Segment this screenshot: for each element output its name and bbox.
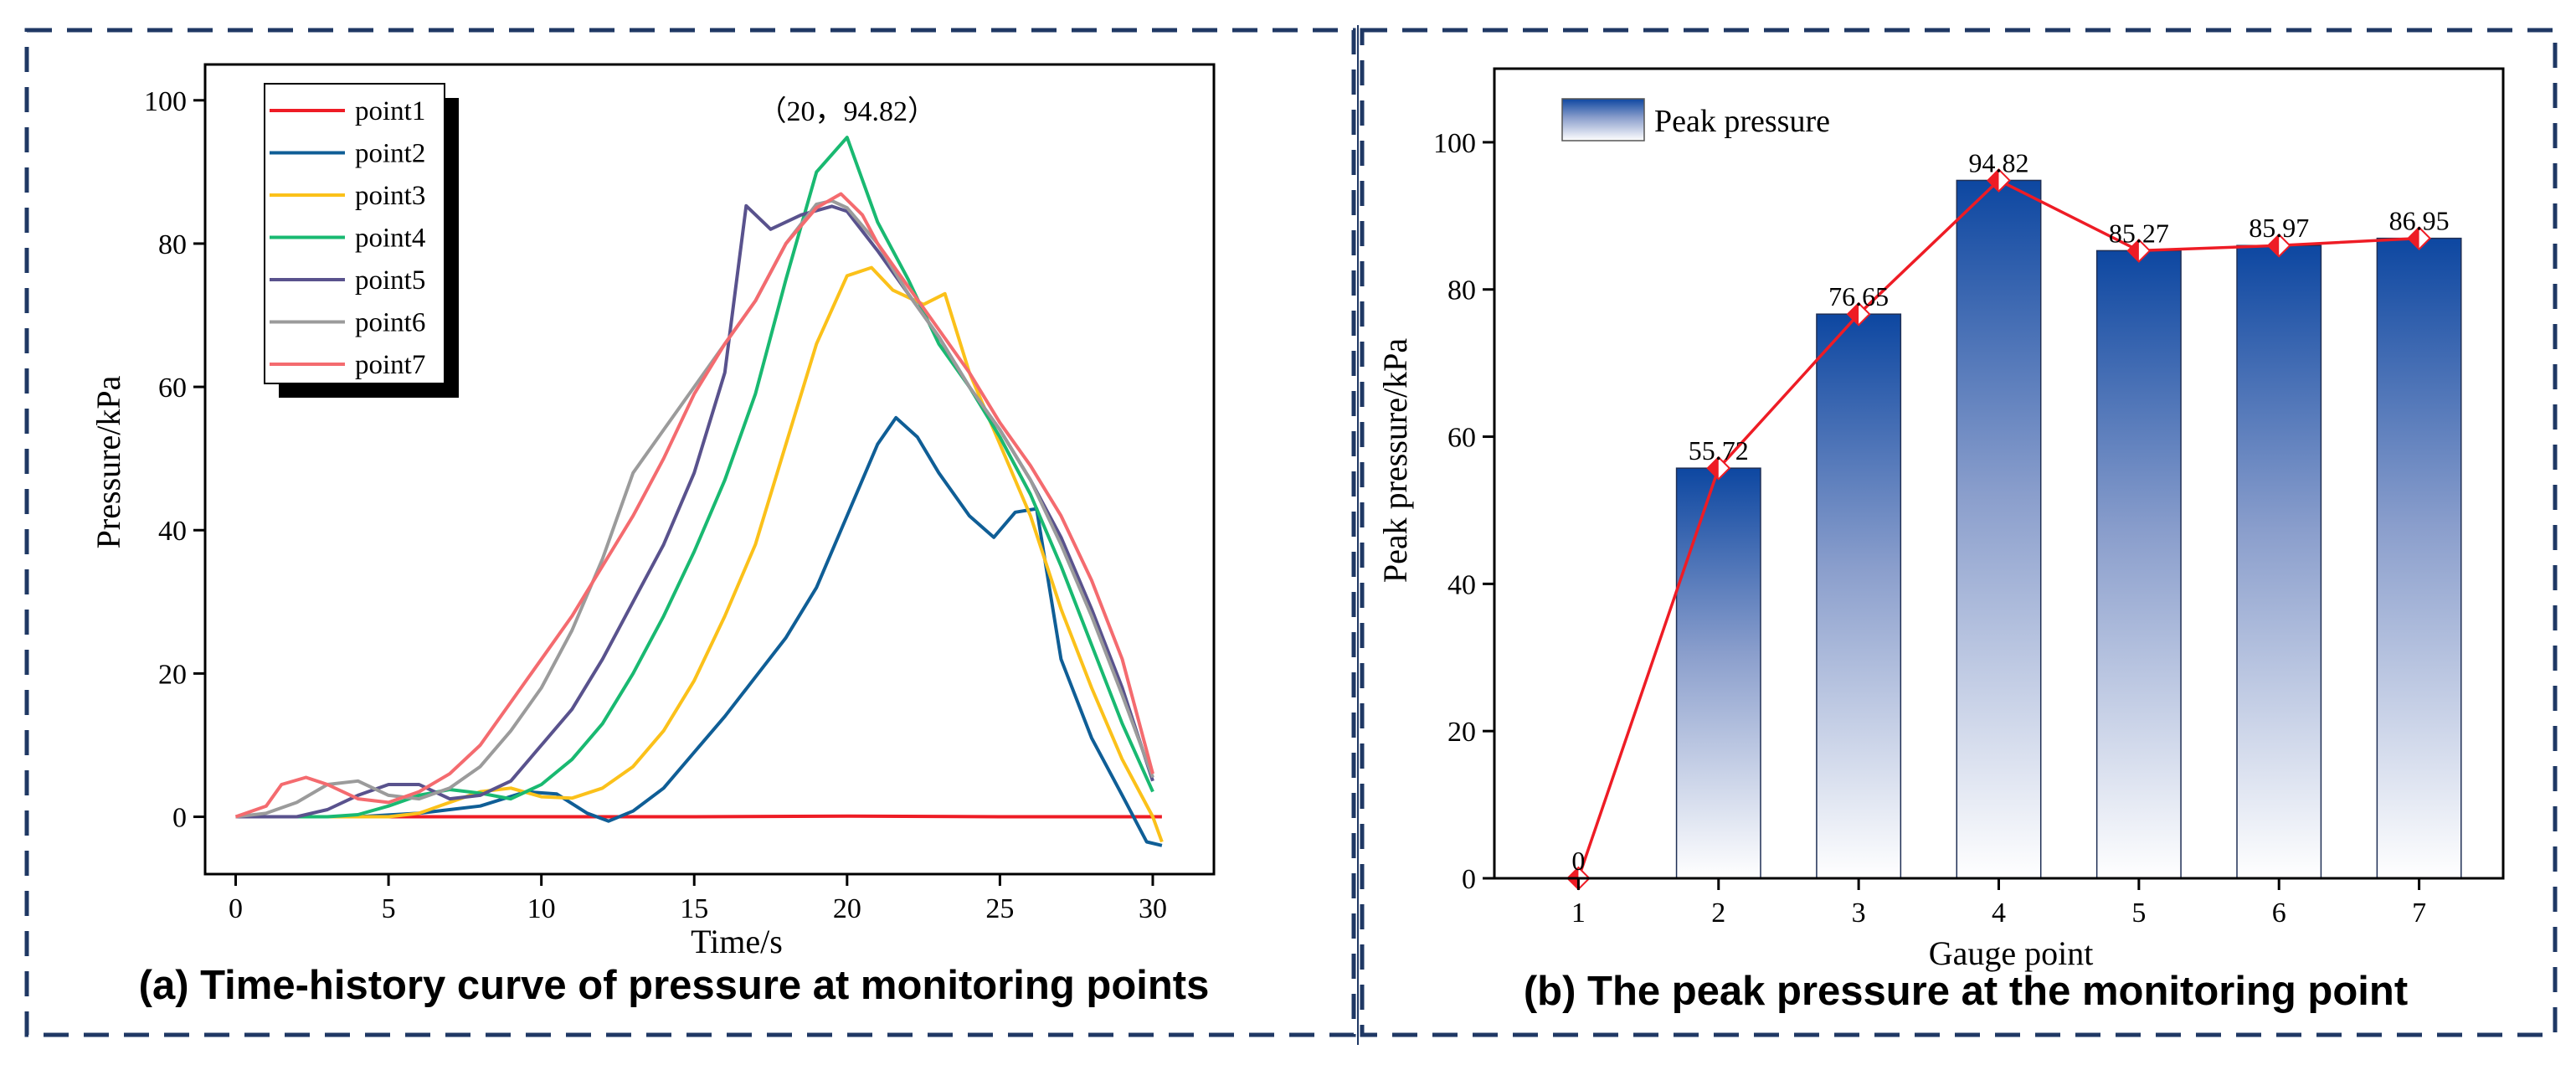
bar-gauge-4 (1956, 179, 2042, 879)
y-tick-label: 60 (158, 373, 187, 404)
data-labels-group: 0 55.72 76.65 94.82 85.27 85.97 86.95 (1571, 147, 2449, 876)
data-label-2: 55.72 (1689, 435, 1749, 466)
x-tick-label: 3 (1852, 898, 1866, 929)
bar-gauge-5 (2095, 250, 2182, 879)
y-tick-label: 80 (1447, 275, 1476, 306)
line-marker-5 (2126, 238, 2152, 263)
data-label-5: 85.27 (2109, 218, 2169, 248)
y-tick-label: 20 (1447, 717, 1476, 748)
bar-gauge-2 (1675, 467, 1761, 879)
x-axis-ticks: 0 5 10 15 20 25 30 (229, 874, 1167, 924)
legend: point1 point2 point3 point4 point5 point6 poin… (264, 83, 459, 398)
x-tick-label: 6 (2272, 898, 2286, 929)
y-tick-label: 0 (1462, 864, 1476, 895)
x-axis-label: Gauge point (1929, 934, 2094, 972)
legend-label-point4: point4 (355, 224, 425, 254)
legend-swatch (1561, 98, 1645, 141)
y-axis-ticks: 0 20 40 60 80 100 (144, 86, 205, 834)
legend-label-point6: point6 (355, 308, 425, 338)
legend-box (264, 83, 445, 384)
series-line-point1 (235, 814, 1162, 819)
y-axis-label: Peak pressure/kPa (1376, 338, 1414, 583)
x-tick-label: 20 (833, 893, 861, 924)
x-tick-label: 5 (382, 893, 396, 924)
x-tick-label: 15 (680, 893, 708, 924)
panel-a-frame (24, 28, 1356, 1037)
series-line-point7 (234, 192, 1154, 819)
line-marker-4 (1987, 168, 2011, 193)
bar-gauge-3 (1816, 313, 1902, 879)
y-axis-ticks: 0 20 40 60 80 100 (1433, 128, 1494, 895)
data-label-3: 76.65 (1828, 281, 1889, 311)
panel-b-frame (1360, 28, 2558, 1037)
legend-entries: point1 point2 point3 point4 point5 point6 poin… (270, 96, 425, 380)
data-label-7: 86.95 (2389, 206, 2450, 236)
y-tick-label: 40 (158, 516, 187, 547)
x-axis-ticks: 1 2 3 4 5 6 7 (1571, 878, 2426, 929)
x-axis-label: Time/s (691, 923, 783, 960)
y-tick-label: 80 (158, 229, 187, 260)
data-label-6: 85.97 (2249, 213, 2309, 243)
legend: Peak pressure (1561, 98, 1830, 141)
legend-label-point2: point2 (355, 139, 425, 169)
line-marker-7 (2407, 226, 2431, 251)
chart-series-group (234, 136, 1164, 847)
panel-b-caption: (b) The peak pressure at the monitoring … (1524, 969, 2408, 1014)
x-tick-label: 4 (1992, 898, 2006, 929)
data-label-4: 94.82 (1969, 147, 2029, 178)
y-tick-label: 100 (144, 86, 187, 117)
y-tick-label: 0 (172, 803, 187, 834)
bars-group (1675, 179, 2462, 879)
line-chart: 0 5 10 15 20 25 30 0 20 40 60 80 100 Time/s Pressur… (90, 63, 1216, 960)
x-tick-label: 0 (229, 893, 243, 924)
y-tick-label: 40 (1447, 569, 1476, 600)
line-overlay-group (1566, 168, 2431, 891)
plot-area-frame (203, 63, 1216, 876)
legend-label-point3: point3 (355, 181, 425, 211)
legend-label-point1: point1 (355, 96, 425, 126)
bar-gauge-7 (2376, 237, 2462, 879)
series-line-point6 (235, 198, 1154, 819)
x-tick-label: 1 (1571, 898, 1586, 929)
panel-a-caption: (a) Time-history curve of pressure at mo… (139, 963, 1210, 1008)
x-tick-label: 25 (985, 893, 1014, 924)
line-marker-2 (1706, 455, 1731, 481)
line-marker-6 (2266, 233, 2291, 258)
x-tick-label: 2 (1711, 898, 1725, 929)
y-tick-label: 60 (1447, 423, 1476, 454)
x-tick-label: 5 (2131, 898, 2146, 929)
x-tick-label: 10 (527, 893, 556, 924)
y-tick-label: 20 (158, 659, 187, 690)
legend-label-point7: point7 (355, 350, 425, 380)
data-label-1: 0 (1571, 846, 1585, 876)
legend-label-point5: point5 (355, 265, 425, 296)
x-tick-label: 7 (2412, 898, 2426, 929)
legend-label: Peak pressure (1654, 104, 1830, 139)
y-tick-label: 100 (1433, 128, 1476, 159)
peak-annotation: （20，94.82） (758, 95, 937, 127)
y-axis-label: Pressure/kPa (90, 375, 127, 548)
bar-gauge-6 (2236, 244, 2322, 879)
line-marker-3 (1846, 301, 1871, 327)
x-tick-label: 30 (1139, 893, 1167, 924)
